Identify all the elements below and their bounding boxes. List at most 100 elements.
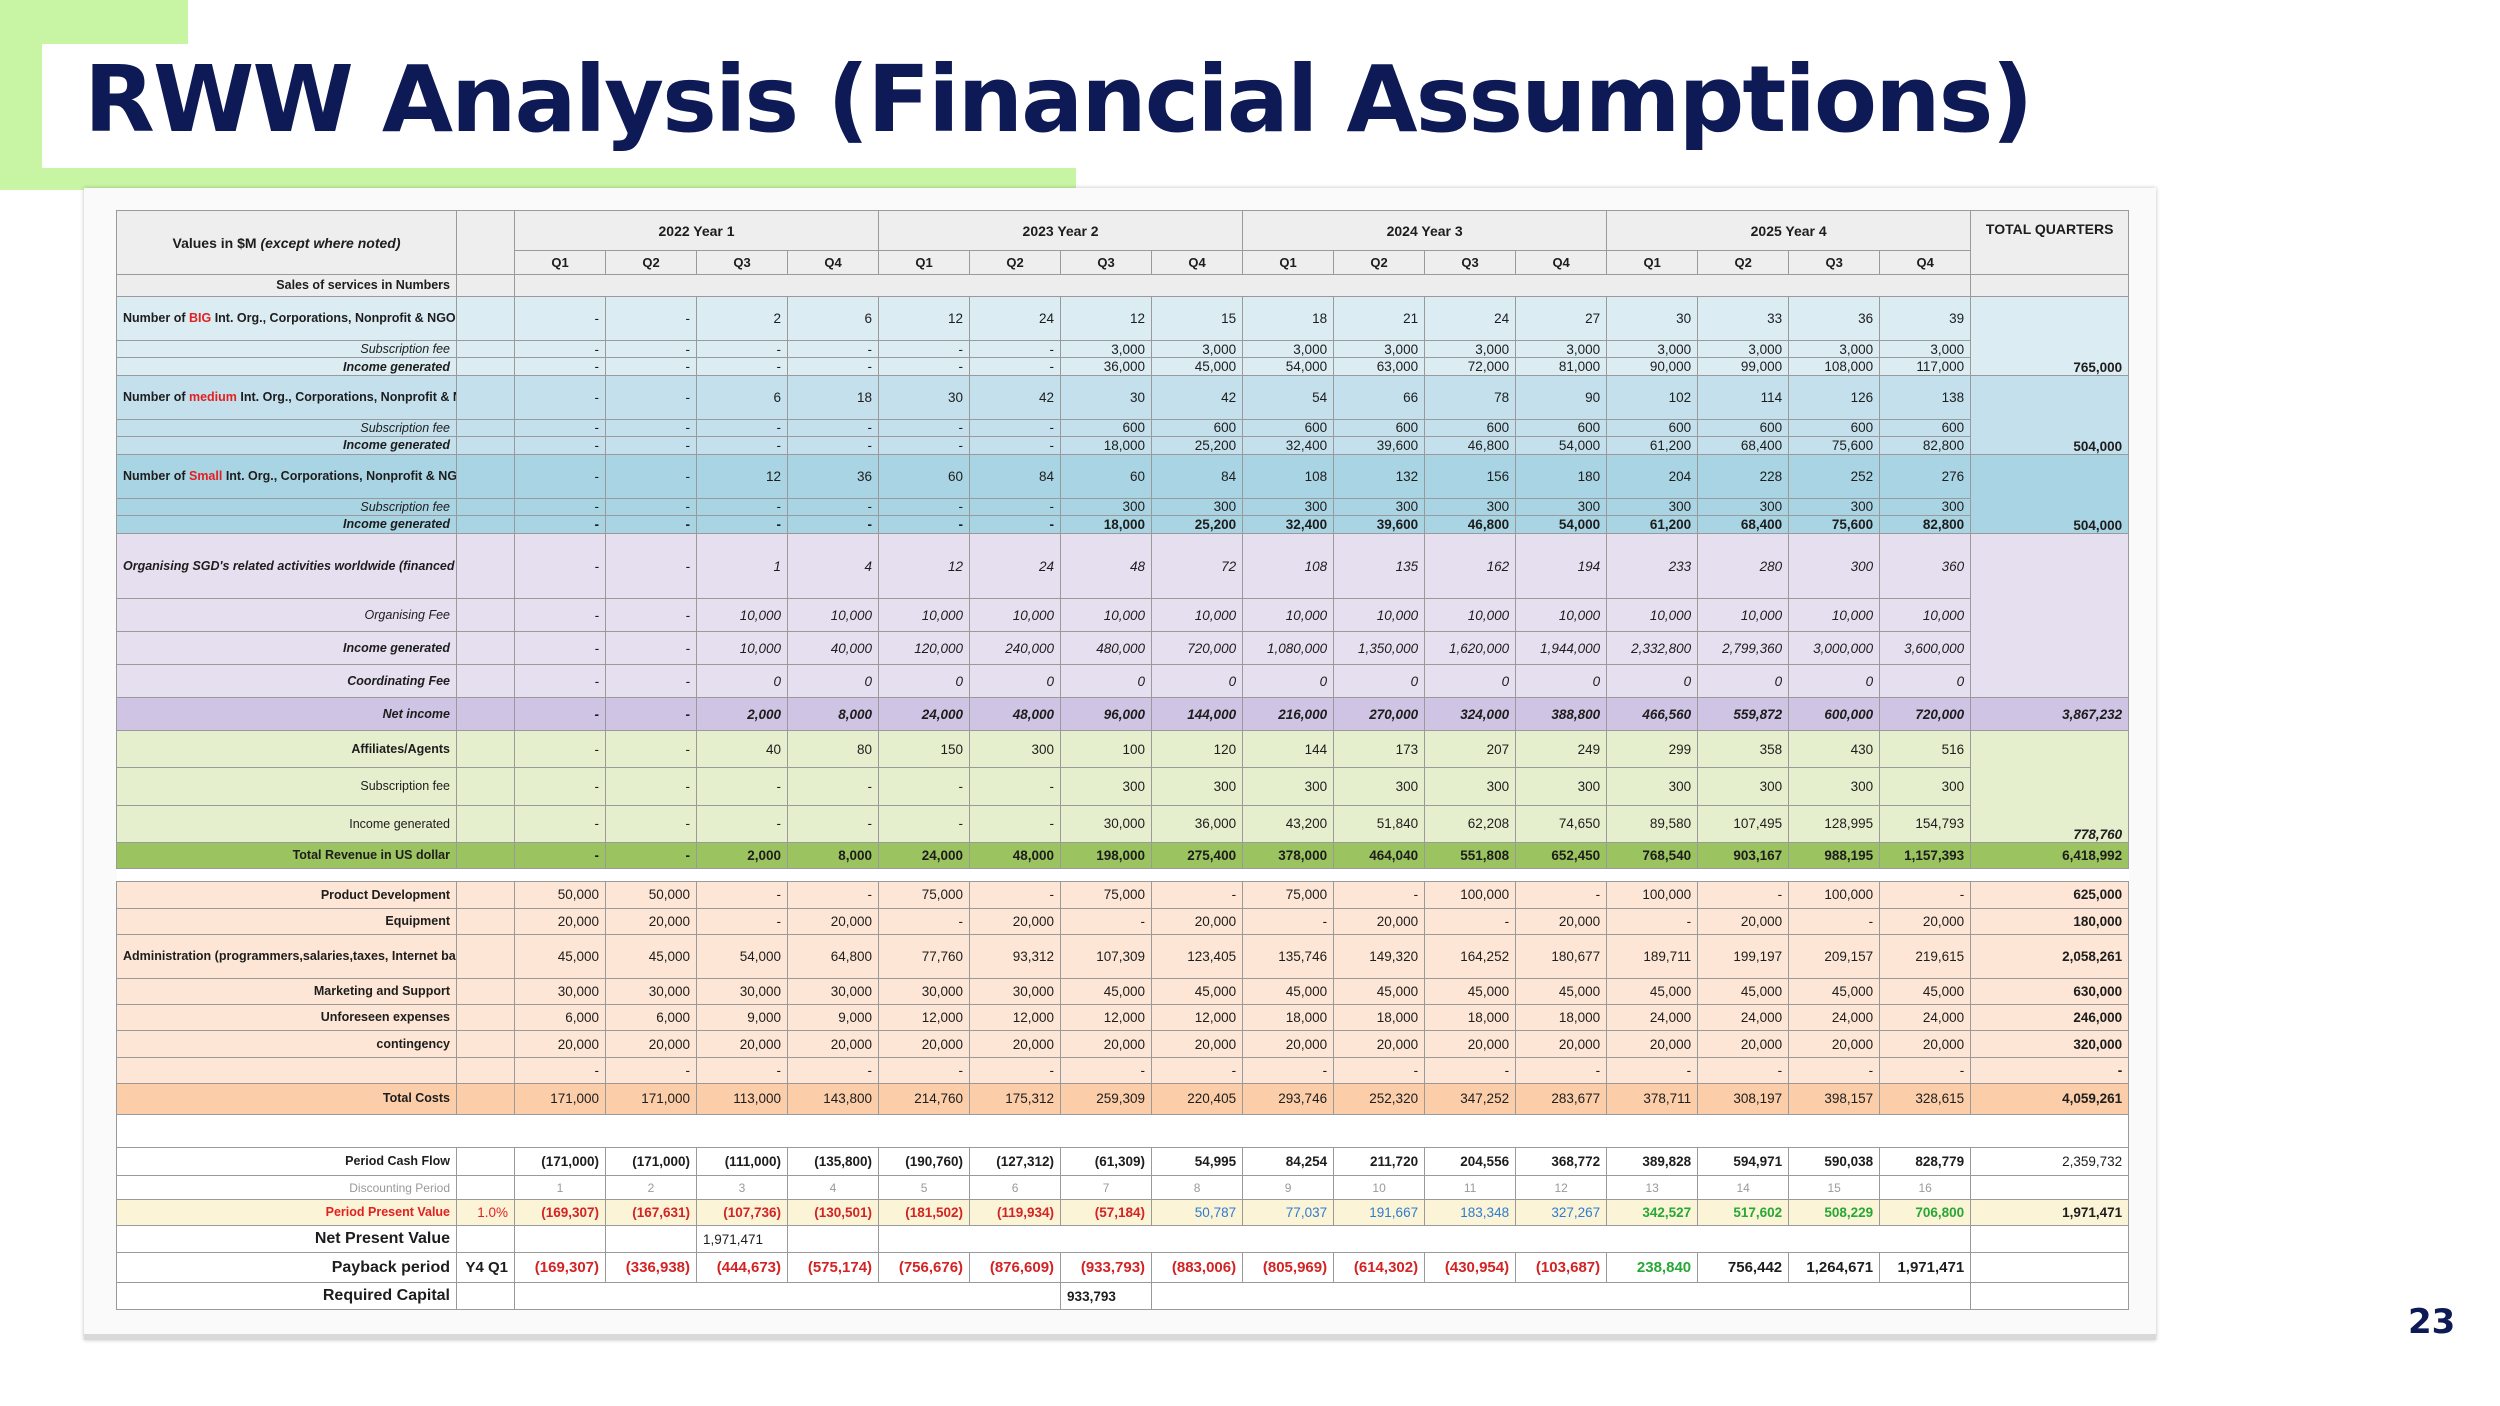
value-cell: 517,602 (1697, 1199, 1790, 1227)
value-cell: 32,400 (1242, 515, 1335, 534)
value-cell: - (1515, 881, 1608, 909)
value-cell: 45,000 (1697, 977, 1790, 1006)
label-text: Number of (123, 389, 189, 404)
total-cell: 246,000 (1970, 1004, 2130, 1032)
value-cell: 1,944,000 (1515, 631, 1608, 666)
value-cell: 559,872 (1697, 697, 1790, 731)
value-cell: 27 (1515, 295, 1608, 341)
value-cell: 144,000 (1151, 697, 1244, 731)
value-cell: (57,184) (1060, 1199, 1153, 1227)
value-cell: 99,000 (1697, 357, 1790, 376)
value-cell: 18,000 (1515, 1004, 1608, 1032)
value-cell: 300 (1788, 497, 1881, 517)
value-cell: 10,000 (786, 598, 880, 633)
empty-cell (456, 1056, 515, 1084)
page-number: 23 (2408, 1302, 2456, 1342)
value-cell: 100,000 (1424, 881, 1517, 909)
value-cell: 24,000 (1606, 1004, 1699, 1032)
value-cell: 2 (696, 295, 788, 341)
value-cell: 66 (1333, 374, 1426, 420)
value-cell: 18,000 (1060, 515, 1153, 534)
value-cell: - (969, 497, 1062, 517)
value-cell: 300 (1151, 767, 1244, 806)
value-cell: 13 (1606, 1175, 1699, 1201)
value-cell: 54,000 (1242, 357, 1335, 376)
value-cell: 10,000 (1424, 598, 1517, 633)
value-cell: 54,995 (1151, 1146, 1244, 1177)
value-cell: 171,000 (605, 1082, 697, 1115)
value-cell: - (514, 729, 606, 769)
value-cell: 3,000 (1788, 339, 1881, 359)
value-cell: 126 (1788, 374, 1881, 420)
quarter-header: Q1 (1606, 250, 1699, 275)
total-cell: 2,359,732 (1970, 1146, 2130, 1177)
value-cell: 61,200 (1606, 436, 1699, 455)
row-label (116, 1056, 457, 1084)
value-cell: - (878, 767, 971, 806)
value-cell: 15 (1788, 1175, 1881, 1201)
quarter-header-row: Q1 Q2 Q3 Q4 Q1 Q2 Q3 Q4 Q1 Q2 Q3 Q4 Q1 Q2 Q3 Q4 (117, 250, 2129, 275)
total-cell: 765,000 (1970, 295, 2130, 376)
quarter-header: Q3 (1788, 250, 1881, 275)
value-cell: 233 (1606, 532, 1699, 600)
value-cell: - (1424, 1056, 1517, 1084)
value-cell: 10,000 (1697, 598, 1790, 633)
value-cell: 600 (1424, 418, 1517, 438)
value-cell: 15 (1151, 295, 1244, 341)
value-cell: - (605, 295, 697, 341)
table-row: Net income - -2,000 8,000 24,000 48,000 96,00… (116, 697, 2130, 731)
value-cell: - (696, 767, 788, 806)
quarter-header: Q1 (514, 250, 606, 275)
value-cell: 300 (1060, 767, 1153, 806)
value-cell: 48,000 (969, 841, 1062, 870)
value-cell: 12 (696, 453, 788, 499)
title-box (42, 44, 1092, 168)
row-sublabel: Income generated (116, 631, 457, 666)
highlight-word: Small (188, 468, 223, 483)
value-cell: 43,200 (1242, 804, 1335, 843)
empty-cell (513, 1282, 1062, 1310)
value-cell: - (969, 357, 1062, 376)
value-cell: 117,000 (1879, 357, 1972, 376)
value-cell: 54 (1242, 374, 1335, 420)
value-cell: 0 (969, 664, 1062, 699)
table-row: Total Revenue in US dollar - -2,000 8,000 2… (116, 841, 2130, 870)
value-cell: (883,006) (1151, 1251, 1244, 1284)
value-cell: - (605, 631, 697, 666)
value-cell: 6 (696, 374, 788, 420)
value-cell: 24,000 (1788, 1004, 1881, 1032)
value-cell: (614,302) (1333, 1251, 1426, 1284)
value-cell: 1,080,000 (1242, 631, 1335, 666)
value-cell: - (605, 804, 697, 843)
empty-cell (456, 767, 515, 806)
value-cell: - (696, 907, 788, 935)
value-cell: - (514, 598, 606, 633)
row-label: Administration (programmers,salaries,tax… (116, 933, 457, 979)
quarter-header: Q2 (1697, 250, 1790, 275)
value-cell: 30,000 (696, 977, 788, 1006)
value-cell: 36,000 (1060, 357, 1153, 376)
row-sublabel: Subscription fee (116, 418, 457, 438)
value-cell: 6 (786, 295, 880, 341)
value-cell: 24 (969, 295, 1062, 341)
value-cell: - (878, 515, 971, 534)
value-cell: 30 (1606, 295, 1699, 341)
value-cell: 39 (1879, 295, 1972, 341)
value-cell: 45,000 (1788, 977, 1881, 1006)
value-cell: 164,252 (1424, 933, 1517, 979)
value-cell: 378,000 (1242, 841, 1335, 870)
value-cell: 20,000 (1879, 907, 1972, 935)
value-cell: 2,799,360 (1697, 631, 1790, 666)
quarter-header: Q3 (1060, 250, 1153, 275)
rate-header (456, 210, 515, 275)
value-cell: 1,157,393 (1879, 841, 1972, 870)
value-cell: 466,560 (1606, 697, 1699, 731)
row-label: Number of medium Int. Org., Corporations… (116, 374, 457, 420)
value-cell: 903,167 (1697, 841, 1790, 870)
value-cell: 988,195 (1788, 841, 1881, 870)
value-cell: 1,971,471 (1879, 1251, 1972, 1284)
empty-cell (456, 274, 515, 297)
value-cell: 10,000 (1515, 598, 1608, 633)
value-cell: 652,450 (1515, 841, 1608, 870)
table-row: Number of BIG Int. Org., Corporations, N… (116, 295, 2130, 376)
